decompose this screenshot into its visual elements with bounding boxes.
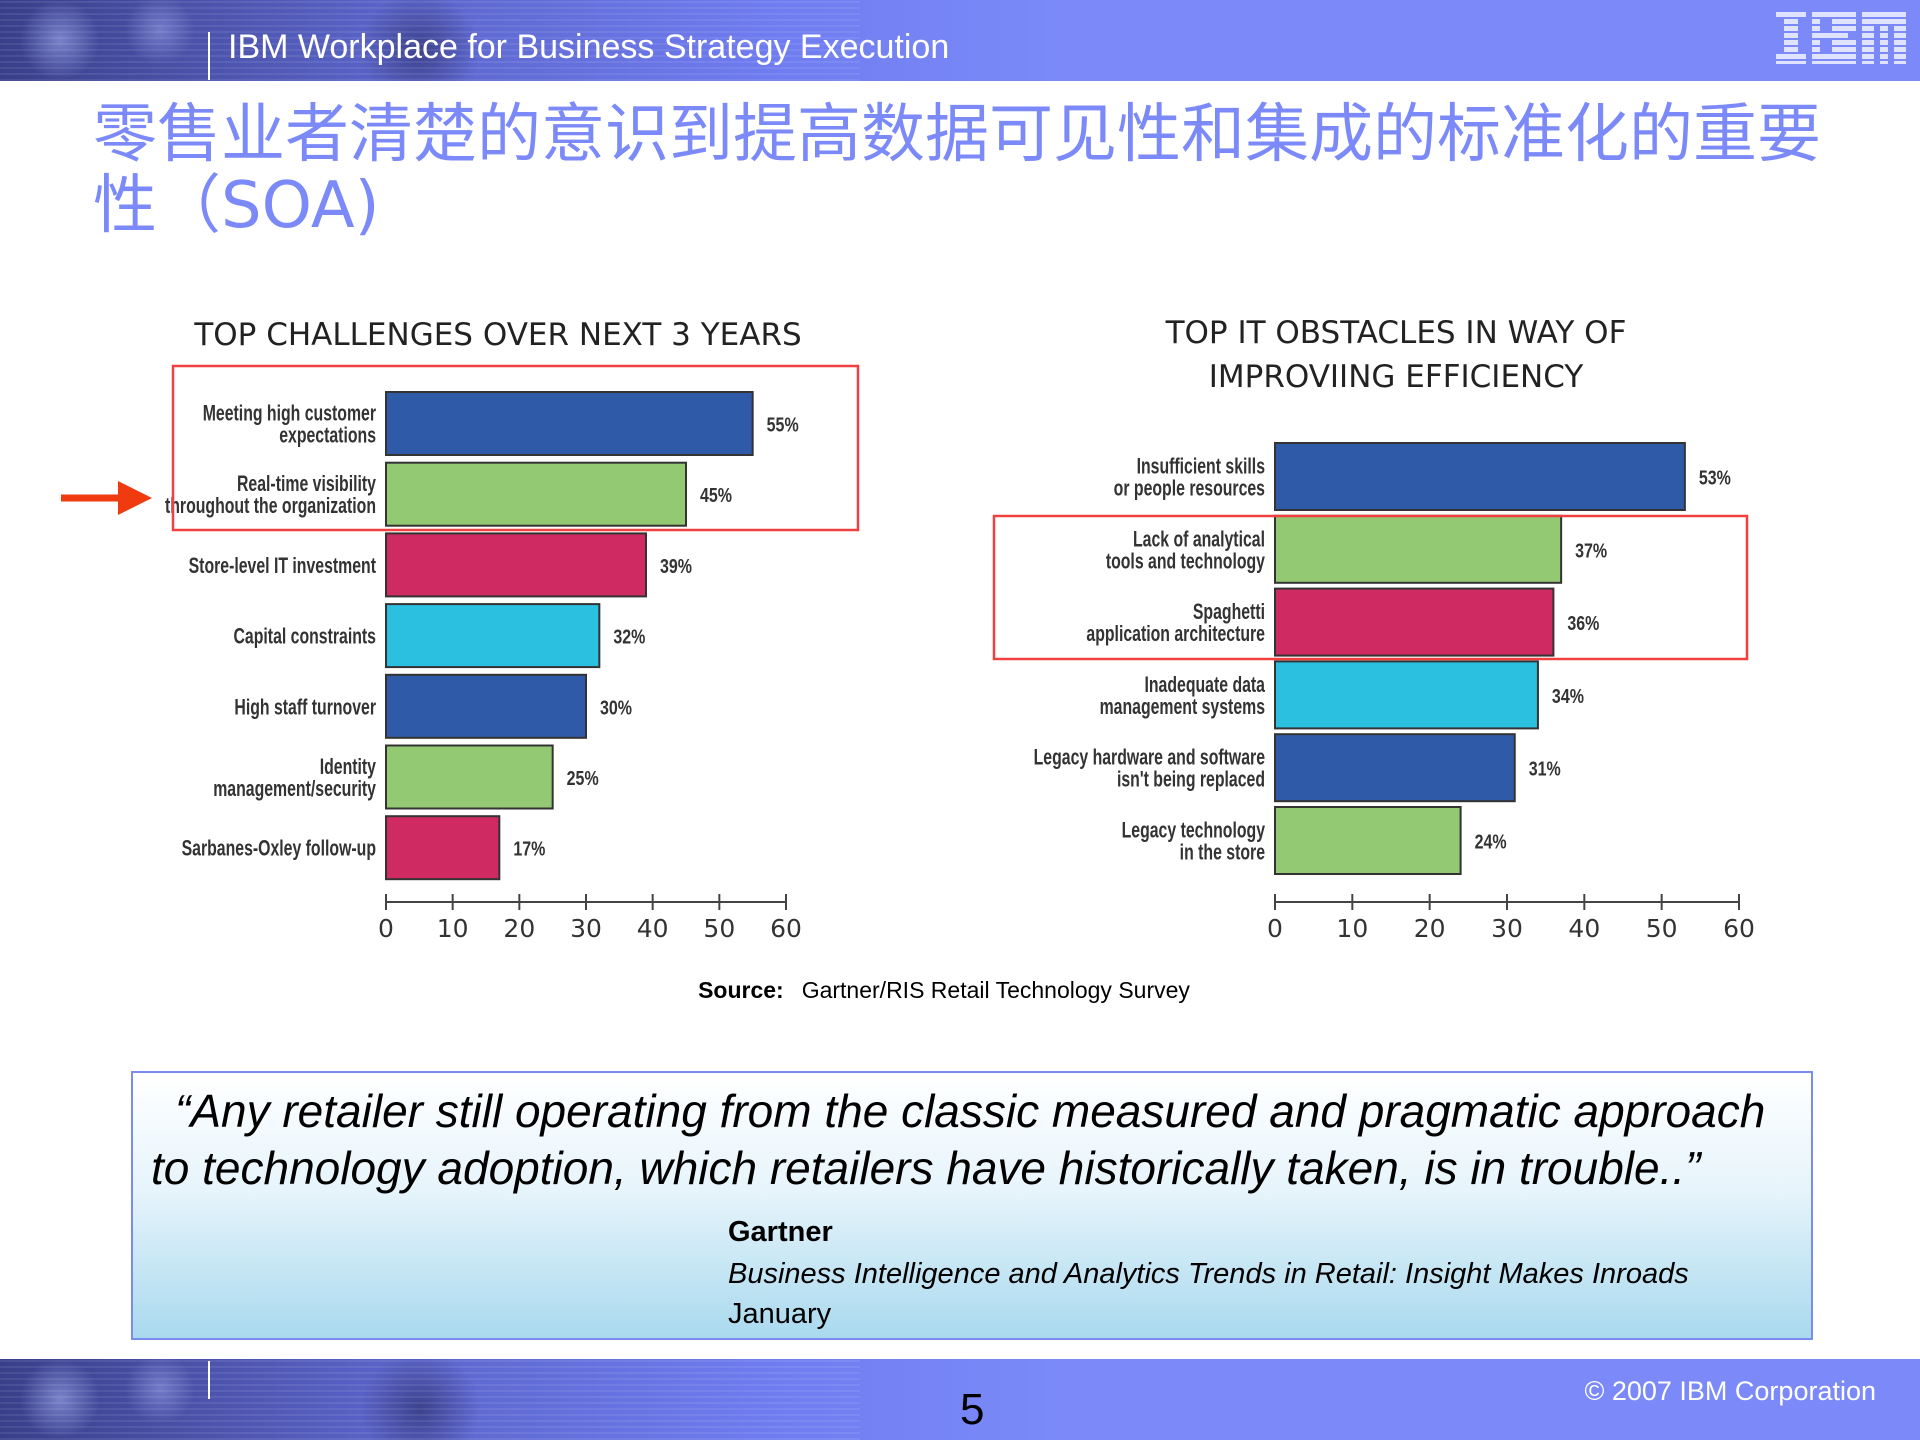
header-divider bbox=[208, 32, 210, 80]
chart-title: TOP CHALLENGES OVER NEXT 3 YEARS bbox=[193, 317, 801, 353]
category-label: tools and technology bbox=[1106, 550, 1265, 574]
x-tick-label: 30 bbox=[1491, 914, 1523, 943]
ibm-logo bbox=[1776, 12, 1906, 64]
data-label: 39% bbox=[660, 555, 692, 577]
data-label: 17% bbox=[513, 838, 545, 860]
category-label: Capital constraints bbox=[233, 625, 376, 649]
data-label: 34% bbox=[1552, 685, 1584, 707]
source-label: Source: bbox=[698, 977, 784, 1003]
category-label: High staff turnover bbox=[234, 696, 376, 720]
bar bbox=[385, 673, 587, 739]
footer-divider bbox=[208, 1361, 210, 1399]
category-label: Identity bbox=[320, 756, 377, 780]
category-label: in the store bbox=[1180, 841, 1265, 865]
chart-title: IMPROVIING EFFICIENCY bbox=[1209, 359, 1584, 395]
copyright: © 2007 IBM Corporation bbox=[1584, 1376, 1876, 1406]
data-label: 31% bbox=[1529, 758, 1561, 780]
x-tick-label: 40 bbox=[1568, 914, 1600, 943]
bar bbox=[1274, 806, 1462, 875]
category-label: management/security bbox=[213, 778, 376, 802]
arrow-head-icon bbox=[118, 481, 152, 515]
quote-date: January bbox=[728, 1298, 832, 1330]
source-line: Source: Gartner/RIS Retail Technology Sur… bbox=[0, 977, 1888, 1004]
x-tick-label: 0 bbox=[378, 914, 394, 943]
footer-band bbox=[0, 1359, 1920, 1440]
category-label: or people resources bbox=[1114, 477, 1265, 501]
category-label: Inadequate data bbox=[1144, 674, 1265, 698]
bar bbox=[1274, 733, 1516, 803]
category-label: Real-time visibility bbox=[237, 473, 376, 497]
x-tick-label: 50 bbox=[703, 914, 735, 943]
footer-texture bbox=[0, 1359, 860, 1440]
x-tick-label: 50 bbox=[1646, 914, 1678, 943]
quote-author: Gartner bbox=[728, 1216, 833, 1248]
bar bbox=[385, 391, 754, 456]
data-label: 45% bbox=[700, 485, 732, 507]
quote-text: “Any retailer still operating from the c… bbox=[151, 1085, 1766, 1194]
bar bbox=[385, 603, 601, 669]
bar bbox=[1274, 514, 1563, 584]
highlight-box bbox=[992, 514, 1749, 661]
bar bbox=[1274, 442, 1686, 511]
data-label: 55% bbox=[767, 414, 799, 436]
quote-box: “Any retailer still operating from the c… bbox=[131, 1071, 1813, 1340]
bar bbox=[1274, 587, 1555, 657]
x-tick-label: 10 bbox=[1336, 914, 1368, 943]
category-label: application architecture bbox=[1086, 623, 1265, 647]
category-label: Insufficient skills bbox=[1137, 455, 1265, 479]
category-label: Lack of analytical bbox=[1133, 528, 1265, 552]
data-label: 30% bbox=[600, 697, 632, 719]
category-label: expectations bbox=[279, 424, 376, 448]
x-tick-label: 30 bbox=[570, 914, 602, 943]
category-label: Sarbanes-Oxley follow-up bbox=[182, 837, 376, 861]
page-number: 5 bbox=[960, 1385, 985, 1434]
category-label: Meeting high customer bbox=[203, 402, 377, 426]
bar bbox=[385, 744, 554, 810]
category-label: Spaghetti bbox=[1193, 601, 1265, 625]
data-label: 32% bbox=[613, 626, 645, 648]
bar bbox=[385, 815, 501, 881]
x-tick-label: 0 bbox=[1267, 914, 1283, 943]
data-label: 36% bbox=[1567, 612, 1599, 634]
highlight-box bbox=[171, 364, 860, 532]
bar bbox=[1274, 660, 1539, 730]
category-label: throughout the organization bbox=[165, 495, 376, 519]
category-label: isn't being replaced bbox=[1117, 768, 1265, 792]
data-label: 25% bbox=[567, 767, 599, 789]
category-label: Legacy technology bbox=[1122, 819, 1266, 843]
x-tick-label: 60 bbox=[770, 914, 802, 943]
slide-title: 零售业者清楚的意识到提高数据可见性和集成的标准化的重要性（SOA) bbox=[93, 98, 1821, 243]
x-tick-label: 20 bbox=[503, 914, 535, 943]
source-text: Gartner/RIS Retail Technology Survey bbox=[801, 977, 1190, 1003]
category-label: management systems bbox=[1100, 696, 1265, 720]
header-band bbox=[0, 0, 1920, 81]
category-label: Store-level IT investment bbox=[189, 555, 377, 579]
x-tick-label: 20 bbox=[1414, 914, 1446, 943]
x-tick-label: 40 bbox=[637, 914, 669, 943]
bar bbox=[385, 461, 687, 527]
data-label: 24% bbox=[1475, 831, 1507, 853]
data-label: 53% bbox=[1699, 467, 1731, 489]
x-tick-label: 60 bbox=[1723, 914, 1755, 943]
bar bbox=[385, 532, 647, 598]
x-tick-label: 10 bbox=[437, 914, 469, 943]
quote-publication: Business Intelligence and Analytics Tren… bbox=[728, 1258, 1689, 1290]
data-label: 37% bbox=[1575, 540, 1607, 562]
chart-title: TOP IT OBSTACLES IN WAY OF bbox=[1165, 315, 1627, 351]
header-texture bbox=[0, 0, 860, 81]
category-label: Legacy hardware and software bbox=[1034, 746, 1265, 770]
header-title: IBM Workplace for Business Strategy Exec… bbox=[228, 28, 950, 66]
